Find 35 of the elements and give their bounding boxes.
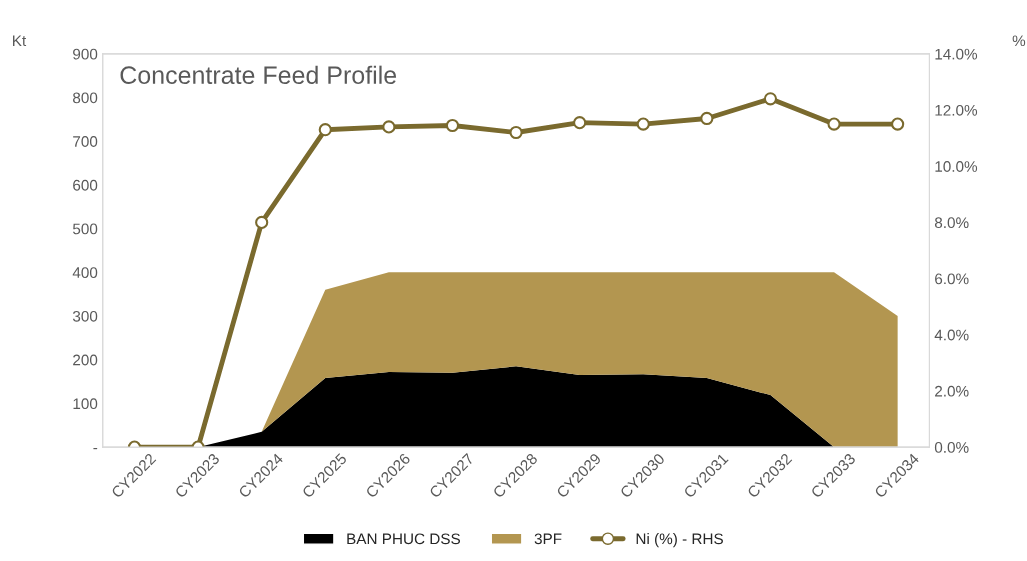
- point: [509, 125, 523, 140]
- y2-tick-label: 12.0%: [935, 104, 978, 116]
- point: [318, 123, 332, 137]
- y2-tick-label: 10.0%: [935, 161, 978, 172]
- y-tick-label: 600: [73, 179, 98, 191]
- y-axis-title: Kt: [13, 35, 27, 47]
- y2-tick-label: 4.0%: [934, 329, 969, 341]
- y-tick-label: 300: [72, 310, 98, 322]
- point: [445, 118, 460, 133]
- y2-tick-label: 0.0%: [934, 441, 969, 453]
- y-tick-label: 700: [73, 136, 98, 147]
- y-tick-label: -: [93, 448, 98, 450]
- point: [636, 117, 650, 131]
- y-tick-label: 900: [73, 48, 98, 60]
- point: [700, 111, 714, 126]
- y2-tick-label: 6.0%: [935, 273, 969, 285]
- legend-label: 3PF: [534, 533, 562, 545]
- y-tick-label: 200: [73, 354, 98, 366]
- y2-tick-label: 8.0%: [934, 217, 969, 229]
- y-tick-label: 100: [73, 398, 98, 410]
- point: [573, 116, 587, 130]
- chart-title: Concentrate Feed Profile: [120, 65, 397, 85]
- y2-tick-label: 14.0%: [935, 48, 978, 60]
- point: [827, 117, 841, 131]
- point: [255, 215, 269, 229]
- y-tick-label: 500: [72, 223, 98, 235]
- point: [891, 117, 905, 131]
- point: [763, 92, 778, 106]
- y-tick-label: 800: [73, 92, 98, 104]
- y-tick-label: 400: [72, 267, 98, 279]
- point: [382, 120, 396, 134]
- legend-label: Ni (%) - RHS: [636, 533, 723, 548]
- y2-tick-label: 2.0%: [935, 385, 969, 397]
- y2-axis-title: %: [1012, 35, 1026, 47]
- legend-label: BAN PHUC DSS: [347, 533, 461, 545]
